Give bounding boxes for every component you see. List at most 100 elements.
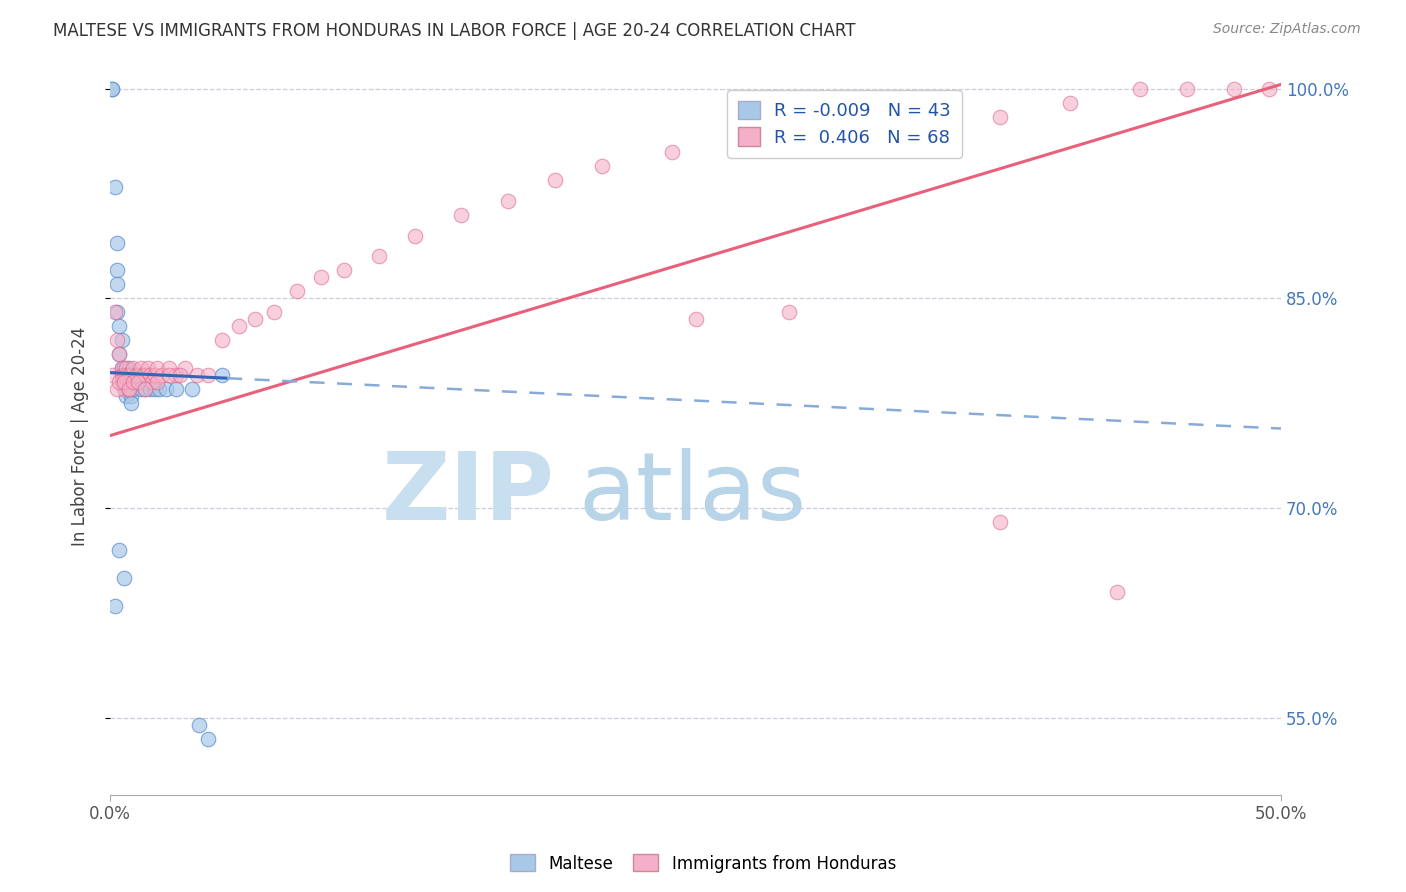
Point [150,368,173,383]
Point [848,123,870,137]
Point [309,270,332,285]
Point [988,516,1011,530]
Point [120,368,142,383]
Point [1175,81,1198,95]
Point [112,376,135,390]
Point [112,368,135,383]
Point [186,368,208,383]
Point [105,334,128,348]
Point [101,81,124,95]
Point [132,368,155,383]
Point [790,130,813,145]
Point [112,368,135,383]
Point [120,389,142,403]
Point [105,277,128,292]
Point [132,368,155,383]
Point [155,383,177,397]
Point [105,383,128,397]
Point [181,383,204,397]
Point [148,383,170,397]
Point [127,376,149,390]
Point [661,145,683,159]
Point [118,383,141,397]
Point [287,285,309,299]
Point [129,383,152,397]
Point [115,361,138,376]
Point [111,368,134,383]
Point [101,81,124,95]
Point [143,368,166,383]
Point [105,263,128,277]
Point [169,368,191,383]
Point [141,376,163,390]
Point [165,368,187,383]
Point [118,361,141,376]
Point [404,228,426,243]
Legend: R = -0.009   N = 43, R =  0.406   N = 68: R = -0.009 N = 43, R = 0.406 N = 68 [727,90,962,158]
Point [108,347,131,361]
Point [136,361,159,376]
Point [108,376,131,390]
Point [544,172,567,186]
Point [115,368,138,383]
Point [139,368,162,383]
Point [685,312,707,326]
Point [111,361,134,376]
Text: MALTESE VS IMMIGRANTS FROM HONDURAS IN LABOR FORCE | AGE 20-24 CORRELATION CHART: MALTESE VS IMMIGRANTS FROM HONDURAS IN L… [53,22,856,40]
Point [1059,95,1081,110]
Point [134,383,156,397]
Point [122,361,145,376]
Point [450,208,472,222]
Point [122,376,145,390]
Point [368,250,391,264]
Point [120,396,142,410]
Point [118,383,141,397]
Point [111,361,134,376]
Point [104,305,127,319]
Point [591,159,613,173]
Point [263,305,285,319]
Text: ZIP: ZIP [382,448,555,540]
Point [1105,585,1128,599]
Point [139,383,162,397]
Point [111,368,134,383]
Point [188,718,211,732]
Point [1129,81,1152,95]
Point [496,194,519,208]
Point [108,543,131,558]
Point [112,361,135,376]
Point [143,383,166,397]
Point [112,571,135,585]
Legend: Maltese, Immigrants from Honduras: Maltese, Immigrants from Honduras [503,847,903,880]
Point [333,263,356,277]
Point [1258,81,1281,95]
Point [112,383,135,397]
Point [134,383,156,397]
Text: atlas: atlas [578,448,807,540]
Point [105,235,128,250]
Point [245,312,267,326]
Point [211,368,233,383]
Point [731,137,754,152]
Point [197,732,219,747]
Point [125,368,148,383]
Point [165,383,187,397]
Point [134,368,156,383]
Text: Source: ZipAtlas.com: Source: ZipAtlas.com [1213,22,1361,37]
Point [174,361,197,376]
Point [129,361,152,376]
Point [122,383,145,397]
Point [115,389,138,403]
Point [104,179,127,194]
Point [146,361,169,376]
Point [118,368,141,383]
Point [101,368,124,383]
Point [127,368,149,383]
Point [136,368,159,383]
Point [197,368,219,383]
Point [115,383,138,397]
Point [157,361,180,376]
Point [112,376,135,390]
Point [778,305,800,319]
Point [111,334,134,348]
